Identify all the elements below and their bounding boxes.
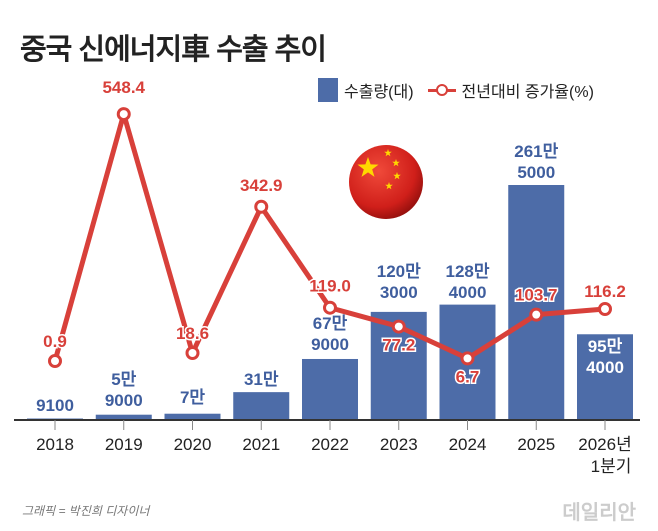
x-tick-label: 2025 [517, 435, 555, 454]
bar-value-label: 120만 [377, 262, 421, 281]
bar-value-label: 67만 [313, 314, 348, 333]
legend-bar-label: 수출량(대) [344, 84, 414, 101]
bar-value-label: 7만 [180, 388, 205, 407]
growth-rate-label: 77.2 [382, 336, 415, 355]
flag-star-icon [392, 159, 400, 167]
x-tick-label: 2024 [449, 435, 487, 454]
x-tick-label: 2026년 [578, 435, 631, 454]
bar-value-label: 9000 [105, 391, 143, 410]
legend-bar-swatch [318, 78, 338, 102]
growth-point-2022 [323, 300, 337, 315]
growth-rate-label: 342.9 [240, 176, 283, 195]
growth-point-2025 [529, 307, 544, 322]
bar-2026년 1분기 [577, 334, 633, 420]
legend: 수출량(대) 전년대비 증가율(%) [318, 78, 594, 102]
flag-big-star-icon [357, 157, 379, 177]
growth-rate-label: 103.7 [515, 286, 558, 305]
bar-2019 [95, 414, 152, 420]
growth-rate-label: 0.9 [43, 332, 67, 351]
growth-point-2019 [116, 107, 131, 122]
x-tick-label: 2020 [174, 435, 212, 454]
bar-value-label: 128만 [445, 262, 489, 281]
bar-value-label: 4000 [586, 358, 624, 377]
bar-2020 [164, 413, 221, 420]
x-tick-label: 1분기 [591, 457, 632, 476]
x-tick-label: 2018 [36, 435, 74, 454]
growth-point-2024 [460, 351, 475, 366]
growth-point-2020 [185, 346, 200, 361]
growth-rate-label: 119.0 [309, 277, 351, 296]
bar-2021 [233, 392, 290, 420]
bar-value-label: 5만 [111, 370, 136, 389]
bar-2022 [302, 358, 358, 420]
bar-value-label: 5000 [517, 163, 555, 182]
growth-point-2021 [254, 199, 269, 214]
bar-value-label: 31만 [244, 370, 279, 389]
flag-star-icon [385, 182, 393, 190]
bar-value-label: 3000 [380, 283, 418, 302]
bar-value-label: 261만 [514, 142, 558, 161]
bar-value-label: 9000 [311, 335, 349, 354]
growth-rate-label: 116.2 [584, 282, 626, 301]
growth-rate-label: 18.6 [176, 324, 209, 343]
flag-star-icon [393, 172, 401, 180]
bar-value-label: 9100 [36, 396, 74, 415]
flag-star-icon [384, 149, 392, 157]
legend-line-swatch [427, 84, 456, 96]
growth-point-2018 [48, 353, 62, 368]
credit: 그래픽 = 박진희 디자이너 [22, 504, 150, 518]
bar-2025 [508, 185, 565, 420]
x-tick-label: 2019 [105, 435, 143, 454]
growth-rate-label: 6.7 [456, 367, 480, 386]
bar-value-label: 95만 [588, 337, 623, 356]
x-tick-label: 2022 [311, 435, 349, 454]
legend-line-label: 전년대비 증가율(%) [461, 84, 594, 101]
chart-title: 중국 신에너지車 수출 추이 [20, 34, 327, 66]
x-tick-label: 2021 [242, 435, 280, 454]
growth-rate-label: 548.4 [102, 78, 145, 97]
x-tick-label: 2023 [380, 435, 418, 454]
logo: 데일리안 [562, 502, 636, 524]
growth-point-2023 [391, 319, 406, 334]
growth-point-2026년 1분기 [598, 301, 612, 316]
bar-value-label: 4000 [449, 283, 487, 302]
china-flag-icon [349, 145, 423, 219]
